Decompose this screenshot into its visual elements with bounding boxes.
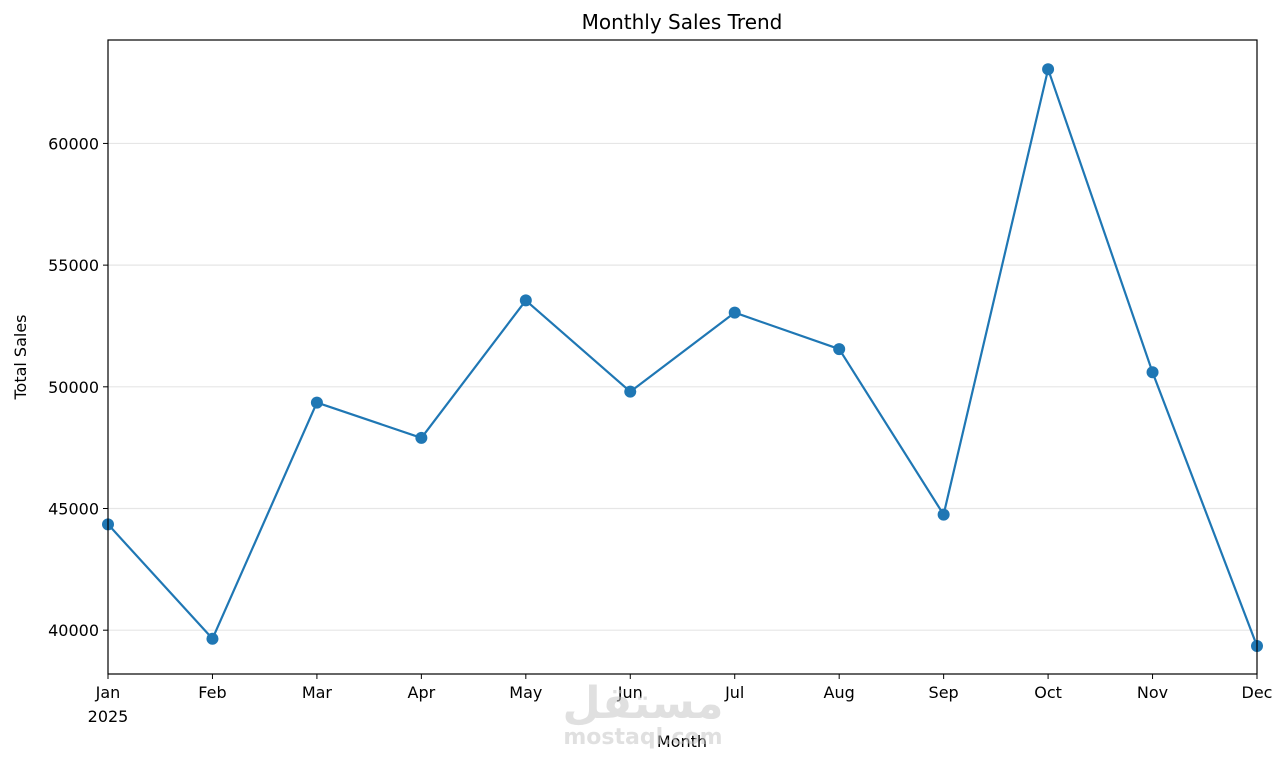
x-tick-label: Apr (408, 683, 436, 702)
data-point-sep (937, 508, 950, 521)
data-point-apr (415, 431, 428, 444)
x-tick-label: Aug (824, 683, 855, 702)
x-axis-ticks: Jan Feb Mar Apr May Jun Jul Aug Sep Oct Nov Dec (95, 674, 1273, 702)
y-axis-label: Total Sales (11, 314, 30, 400)
y-axis-ticks: 40000 45000 50000 55000 60000 (48, 134, 108, 640)
x-tick-label: May (509, 683, 542, 702)
y-tick-label: 40000 (48, 621, 99, 640)
x-axis-label: Month (657, 732, 707, 751)
y-tick-label: 45000 (48, 500, 99, 519)
data-point-jun (624, 385, 637, 398)
y-tick-label: 60000 (48, 134, 99, 153)
data-point-mar (310, 396, 323, 409)
y-tick-label: 50000 (48, 378, 99, 397)
x-tick-label: Mar (302, 683, 333, 702)
x-tick-label: Jul (724, 683, 744, 702)
x-tick-label: Oct (1034, 683, 1062, 702)
x-tick-label: Dec (1242, 683, 1273, 702)
x-tick-label: Nov (1137, 683, 1168, 702)
data-point-may (519, 294, 532, 307)
data-point-feb (206, 632, 219, 645)
x-tick-label: Jun (617, 683, 643, 702)
grid-lines (108, 142, 1257, 631)
svg-text:مستقل: مستقل (563, 678, 724, 729)
y-tick-label: 55000 (48, 256, 99, 275)
data-point-aug (833, 343, 846, 356)
series-line (107, 68, 1259, 647)
svg-text:mostaql.com: mostaql.com (563, 725, 722, 750)
watermark-logo: مستقل mostaql.com (563, 678, 724, 750)
data-point-oct (1042, 63, 1055, 76)
data-point-nov (1146, 366, 1159, 379)
x-axis-year-label: 2025 (88, 707, 129, 726)
data-point-jul (728, 306, 741, 319)
x-tick-label: Sep (929, 683, 959, 702)
x-tick-label: Feb (198, 683, 226, 702)
chart-title: Monthly Sales Trend (582, 10, 783, 34)
plot-frame (107, 39, 1258, 675)
series-layer (102, 63, 1263, 653)
x-tick-label: Jan (95, 683, 121, 702)
